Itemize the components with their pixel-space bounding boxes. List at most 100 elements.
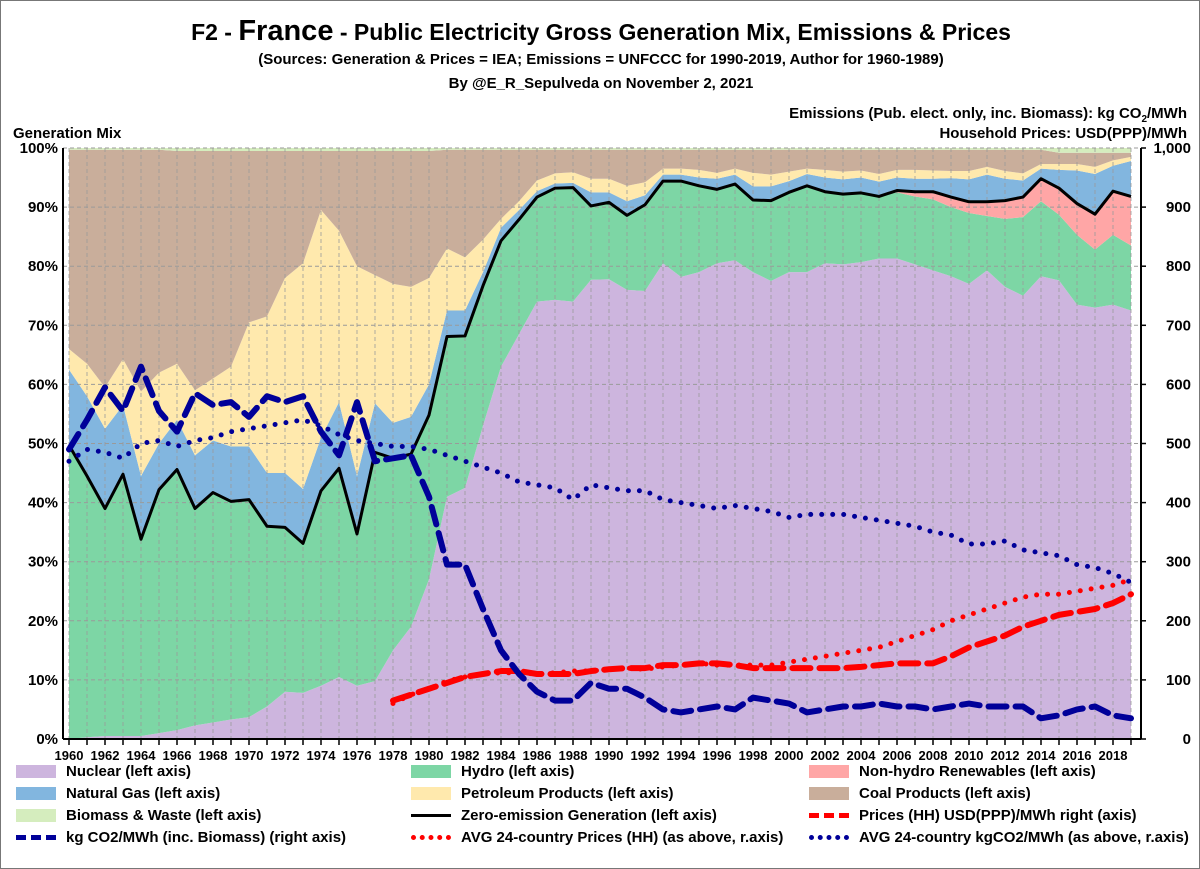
x-tick-label: 1964: [127, 748, 157, 763]
x-tick-label: 2004: [847, 748, 877, 763]
legend-line-sample: [809, 813, 849, 818]
right-axis-label-prices: Household Prices: USD(PPP)/MWh: [939, 125, 1187, 142]
legend-label: Zero-emission Generation (left axis): [461, 807, 717, 824]
legend-label: Coal Products (left axis): [859, 785, 1031, 802]
legend-label: Nuclear (left axis): [66, 763, 192, 780]
legend-item: Non-hydro Renewables (left axis): [809, 763, 1096, 780]
legend-line-sample: [16, 835, 56, 840]
x-tick-label: 2006: [883, 748, 912, 763]
legend-label: Natural Gas (left axis): [66, 785, 221, 802]
x-tick-label: 1968: [199, 748, 228, 763]
em-label-unit: /MWh: [1147, 105, 1187, 122]
left-tick-label: 100%: [20, 140, 58, 157]
x-tick-label: 1962: [91, 748, 120, 763]
area-biomass: [69, 148, 1131, 153]
right-axis-label-emissions: Emissions (Pub. elect. only, inc. Biomas…: [789, 105, 1187, 125]
legend-label: Non-hydro Renewables (left axis): [859, 763, 1096, 780]
x-tick-label: 2002: [811, 748, 840, 763]
em-label-text: Emissions (Pub. elect. only, inc. Biomas…: [789, 105, 1142, 122]
legend-item: AVG 24-country kgCO2/MWh (as above, r.ax…: [809, 829, 1189, 846]
left-axis-label: Generation Mix: [13, 125, 122, 142]
legend-label: Petroleum Products (left axis): [461, 785, 674, 802]
left-tick-label: 10%: [28, 672, 58, 689]
x-tick-label: 2012: [991, 748, 1020, 763]
legend-label: Hydro (left axis): [461, 763, 575, 780]
legend-swatch: [411, 765, 451, 778]
legend-item: Prices (HH) USD(PPP)/MWh right (axis): [809, 807, 1137, 824]
title-country: France: [238, 15, 334, 47]
chart-title: F2 - France - Public Electricity Gross G…: [1, 15, 1199, 48]
left-tick-label: 60%: [28, 376, 58, 393]
legend-line-sample: [809, 835, 849, 840]
legend-item: Nuclear (left axis): [16, 763, 191, 780]
area-non-hydro: [69, 178, 1131, 544]
right-tick-label: 700: [1166, 317, 1191, 334]
subtitle-author: By @E_R_Sepulveda on November 2, 2021: [448, 75, 754, 92]
left-tick-label: 50%: [28, 436, 58, 453]
line-avg-24-country-prices-hh-as-ab: [390, 576, 1134, 707]
legend-swatch: [16, 809, 56, 822]
x-tick-label: 1992: [631, 748, 660, 763]
x-tick-label: 2008: [919, 748, 948, 763]
area-nuclear: [69, 258, 1131, 739]
legend-item: Hydro (left axis): [411, 763, 574, 780]
x-tick-label: 2014: [1027, 748, 1057, 763]
x-tick-label: 2010: [955, 748, 984, 763]
legend-item: Natural Gas (left axis): [16, 785, 220, 802]
legend-swatch: [809, 787, 849, 800]
left-tick-label: 20%: [28, 613, 58, 630]
legend-line-sample: [411, 814, 451, 817]
x-tick-label: 2018: [1099, 748, 1128, 763]
em-label-sub: 2: [1141, 114, 1148, 125]
x-tick-label: 1966: [163, 748, 192, 763]
line-kg-co2-mwh-inc-biomass-right-a: [66, 363, 1134, 722]
x-tick-label: 1972: [271, 748, 300, 763]
line-zero-emission-generation-left-: [67, 177, 1132, 545]
legend-label: AVG 24-country Prices (HH) (as above, r.…: [461, 829, 784, 846]
right-tick-label: 600: [1166, 376, 1191, 393]
legend-item: Petroleum Products (left axis): [411, 785, 674, 802]
right-tick-label: 500: [1166, 436, 1191, 453]
x-tick-label: 2016: [1063, 748, 1092, 763]
legend-swatch: [16, 787, 56, 800]
left-tick-label: 40%: [28, 495, 58, 512]
right-tick-label: 900: [1166, 199, 1191, 216]
x-tick-label: 1988: [559, 748, 588, 763]
left-tick-label: 30%: [28, 554, 58, 571]
right-tick-label: 0: [1183, 731, 1191, 748]
area-natural: [69, 161, 1131, 544]
x-tick-label: 1978: [379, 748, 408, 763]
area-petroleum: [69, 156, 1131, 490]
legend-label: kg CO2/MWh (inc. Biomass) (right axis): [66, 829, 347, 846]
x-tick-label: 2000: [775, 748, 804, 763]
title-suffix: - Public Electricity Gross Generation Mi…: [333, 19, 1011, 45]
legend-label: AVG 24-country kgCO2/MWh (as above, r.ax…: [859, 829, 1189, 846]
legend-item: Coal Products (left axis): [809, 785, 1031, 802]
area-coal: [69, 149, 1131, 392]
legend-item: Zero-emission Generation (left axis): [411, 807, 717, 824]
x-tick-label: 1980: [415, 748, 444, 763]
legend-swatch: [809, 765, 849, 778]
x-tick-label: 1982: [451, 748, 480, 763]
legend-item: Biomass & Waste (left axis): [16, 807, 261, 824]
legend-swatch: [411, 787, 451, 800]
x-tick-label: 1984: [487, 748, 517, 763]
right-tick-label: 800: [1166, 258, 1191, 275]
right-tick-label: 200: [1166, 613, 1191, 630]
right-tick-label: 400: [1166, 495, 1191, 512]
x-tick-label: 1970: [235, 748, 264, 763]
legend-label: Biomass & Waste (left axis): [66, 807, 262, 824]
legend-label: Prices (HH) USD(PPP)/MWh right (axis): [859, 807, 1137, 824]
x-tick-label: 1996: [703, 748, 732, 763]
x-tick-label: 1998: [739, 748, 768, 763]
legend-item: AVG 24-country Prices (HH) (as above, r.…: [411, 829, 783, 846]
x-tick-label: 1986: [523, 748, 552, 763]
right-tick-label: 1,000: [1153, 140, 1191, 157]
subtitle-sources: (Sources: Generation & Prices = IEA; Emi…: [258, 51, 944, 68]
right-tick-label: 300: [1166, 554, 1191, 571]
legend-item: kg CO2/MWh (inc. Biomass) (right axis): [16, 829, 346, 846]
x-tick-label: 1994: [667, 748, 697, 763]
left-tick-label: 0%: [36, 731, 58, 748]
